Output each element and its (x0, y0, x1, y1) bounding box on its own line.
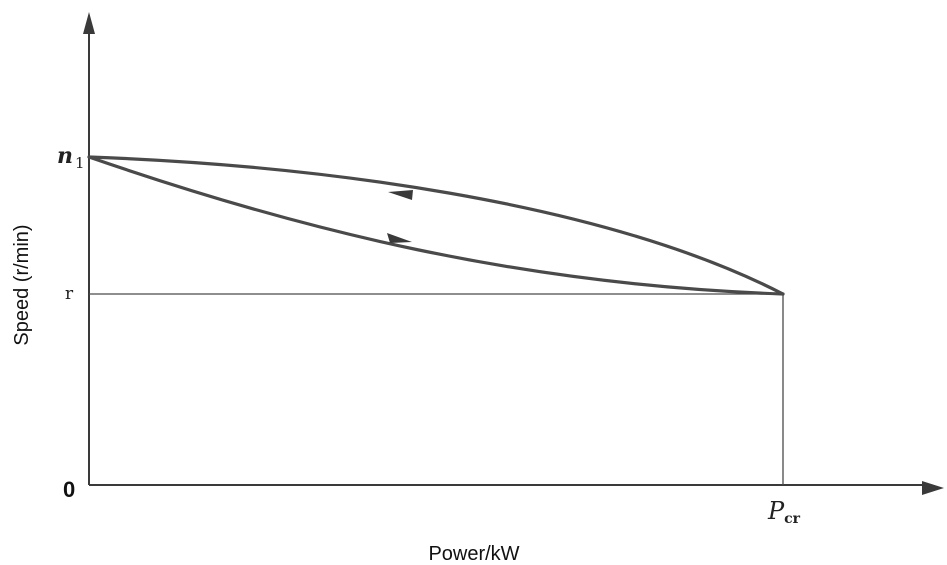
upper-return-curve (87, 155, 785, 296)
x-axis-title: Power/kW (428, 543, 519, 565)
upper-curve-direction-arrow (388, 190, 413, 200)
y-tick-r-label: r (65, 284, 74, 304)
y-axis-arrowhead (83, 12, 95, 34)
x-axis-arrowhead (922, 481, 944, 495)
origin-label: 0 (63, 477, 75, 502)
x-tick-pcr-label: Pcr (767, 497, 801, 527)
lower-forward-curve (87, 155, 785, 296)
y-axis-title: Speed (r/min) (11, 224, 33, 345)
lower-curve-direction-arrow (387, 233, 412, 243)
